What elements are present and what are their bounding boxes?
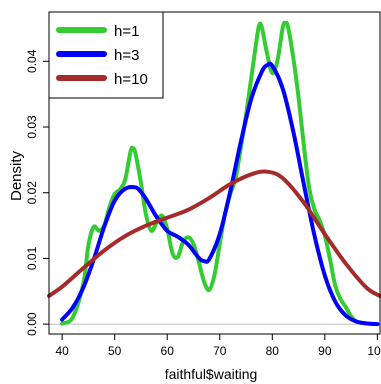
- x-axis-label: faithful$waiting: [165, 366, 258, 382]
- x-axis: 40 50 60 70 80 90 100: [55, 334, 381, 358]
- x-tick-label: 40: [55, 344, 69, 358]
- x-tick-label: 60: [161, 344, 175, 358]
- legend-label-2: h=3: [114, 47, 139, 64]
- legend: h=1 h=3 h=10: [48, 11, 164, 99]
- y-tick-label: 0.01: [25, 246, 39, 270]
- y-axis: 0.00 0.01 0.02 0.03 0.04: [25, 49, 49, 336]
- plot-frame: [48, 11, 381, 335]
- y-axis-label: Density: [8, 150, 25, 201]
- x-tick-label: 100: [367, 344, 381, 358]
- y-tick-label: 0.04: [25, 49, 39, 73]
- series-line-1: [60, 20, 369, 326]
- y-tick-label: 0.02: [25, 181, 39, 205]
- legend-label-3: h=10: [114, 71, 148, 88]
- x-tick-label: 70: [213, 344, 227, 358]
- series-line-3: [47, 169, 381, 298]
- x-tick-label: 80: [266, 344, 280, 358]
- x-tick-label: 50: [108, 344, 122, 358]
- legend-label-1: h=1: [114, 23, 139, 40]
- y-tick-label: 0.00: [25, 312, 39, 336]
- series-lines: [47, 20, 381, 327]
- series-line-2: [60, 61, 380, 327]
- x-tick-label: 90: [318, 344, 332, 358]
- y-tick-label: 0.03: [25, 115, 39, 139]
